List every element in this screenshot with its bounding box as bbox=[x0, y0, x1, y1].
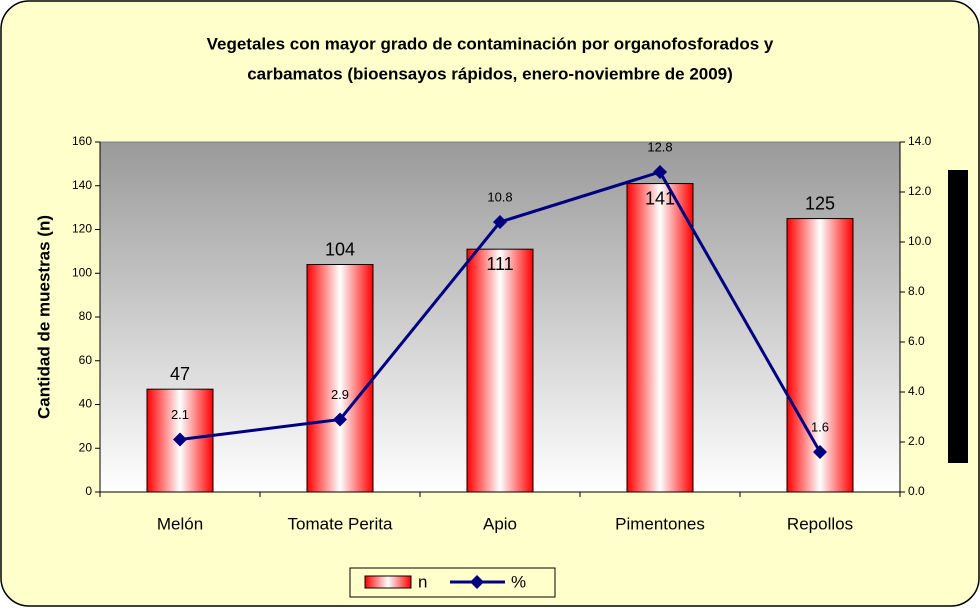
data-label: 111 bbox=[486, 254, 513, 274]
legend-label: % bbox=[511, 572, 526, 591]
y2-tick-label: 10.0 bbox=[908, 234, 932, 248]
y2-tick-label: 14.0 bbox=[908, 134, 932, 148]
data-label: 2.1 bbox=[171, 407, 189, 422]
data-label: 1.6 bbox=[811, 419, 829, 434]
x-tick-label: Apio bbox=[483, 514, 517, 533]
bar bbox=[306, 264, 374, 493]
chart-title: carbamatos (bioensayos rápidos, enero-no… bbox=[247, 64, 733, 83]
y2-tick-label: 6.0 bbox=[908, 334, 925, 348]
x-tick-label: Tomate Perita bbox=[288, 514, 393, 533]
y2-tick-label: 0.0 bbox=[908, 484, 925, 498]
marker bbox=[173, 432, 187, 447]
y2-tick-label: 8.0 bbox=[908, 284, 925, 298]
legend-marker bbox=[470, 575, 484, 589]
legend-swatch bbox=[364, 575, 412, 589]
side-bar bbox=[948, 170, 968, 463]
data-label: 2.9 bbox=[331, 387, 349, 402]
y-axis-label: Cantidad de muestras (n) bbox=[34, 215, 53, 419]
data-label: 141 bbox=[645, 188, 675, 208]
data-label: 12.8 bbox=[647, 139, 672, 154]
bar bbox=[626, 183, 694, 493]
x-tick-label: Melón bbox=[157, 514, 203, 533]
x-tick-label: Repollos bbox=[787, 514, 853, 533]
bar bbox=[466, 248, 534, 493]
y-tick-label: 160 bbox=[72, 134, 92, 148]
y-tick-label: 80 bbox=[79, 309, 93, 323]
chart-title: Vegetales con mayor grado de contaminaci… bbox=[207, 34, 774, 53]
y-tick-label: 0 bbox=[85, 484, 92, 498]
y-tick-label: 140 bbox=[72, 178, 92, 192]
legend-label: n bbox=[418, 572, 427, 591]
y2-tick-label: 4.0 bbox=[908, 384, 925, 398]
y-tick-label: 40 bbox=[79, 397, 93, 411]
data-label: 47 bbox=[170, 364, 190, 384]
marker bbox=[333, 412, 347, 427]
data-label: 104 bbox=[325, 239, 355, 259]
y-tick-label: 20 bbox=[79, 440, 93, 454]
marker bbox=[493, 215, 507, 229]
y-tick-label: 60 bbox=[79, 353, 93, 367]
data-label: 125 bbox=[805, 193, 835, 213]
data-label: 10.8 bbox=[487, 189, 512, 204]
x-tick-label: Pimentones bbox=[615, 514, 705, 533]
y-tick-label: 120 bbox=[72, 222, 92, 236]
marker bbox=[813, 445, 827, 459]
y-tick-label: 100 bbox=[72, 265, 92, 279]
y2-tick-label: 12.0 bbox=[908, 184, 932, 198]
y2-tick-label: 2.0 bbox=[908, 434, 925, 448]
marker bbox=[653, 165, 667, 179]
